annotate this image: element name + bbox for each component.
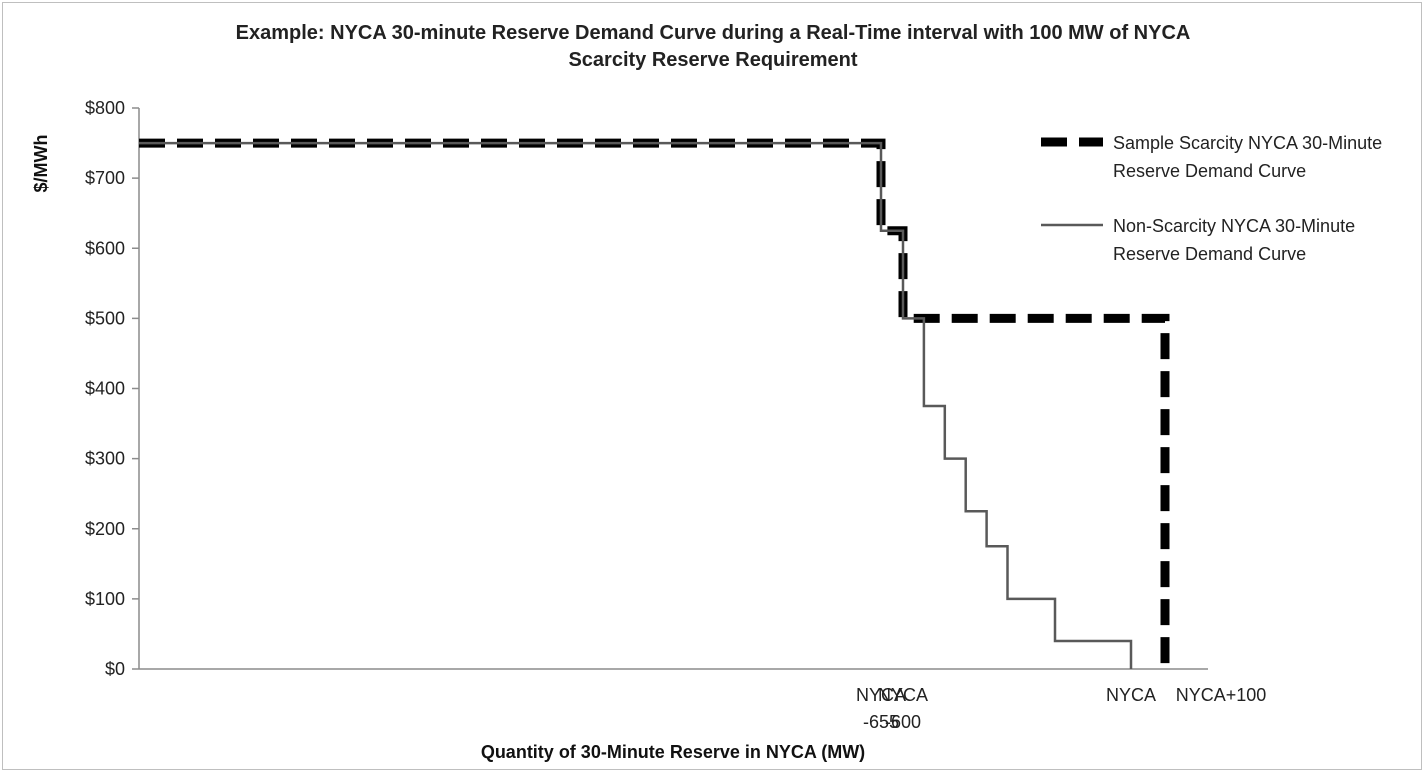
x-tick-label-1-line-2: -600 [885, 712, 921, 732]
series-line-2 [139, 141, 1133, 669]
x-tick-label-1-line-1: NYCA [878, 685, 928, 705]
legend-label-1-line-1: Sample Scarcity NYCA 30-Minute [1113, 133, 1382, 153]
reserve-demand-curve-chart: Example: NYCA 30-minute Reserve Demand C… [31, 22, 1382, 762]
legend-label-2-line-1: Non-Scarcity NYCA 30-Minute [1113, 216, 1355, 236]
chart-title-line-1: Example: NYCA 30-minute Reserve Demand C… [236, 22, 1191, 44]
y-tick-label-7: $700 [85, 168, 125, 188]
series-line-1 [139, 138, 1170, 669]
y-tick-label-2: $200 [85, 519, 125, 539]
x-tick-label-0-line-2: -655 [863, 712, 899, 732]
y-tick-label-8: $800 [85, 98, 125, 118]
y-tick-label-6: $600 [85, 238, 125, 258]
y-tick-label-5: $500 [85, 308, 125, 328]
x-axis-title: Quantity of 30-Minute Reserve in NYCA (M… [481, 742, 865, 762]
legend-label-1-line-2: Reserve Demand Curve [1113, 161, 1306, 181]
y-tick-label-3: $300 [85, 449, 125, 469]
legend-label-2-line-2: Reserve Demand Curve [1113, 244, 1306, 264]
y-axis-title: $/MWh [31, 135, 51, 193]
x-tick-label-3-line-1: NYCA+100 [1176, 685, 1267, 705]
chart-title-line-2: Scarcity Reserve Requirement [568, 49, 857, 71]
y-tick-label-4: $400 [85, 379, 125, 399]
x-tick-label-0-line-1: NYCA [856, 685, 906, 705]
y-tick-label-0: $0 [105, 659, 125, 679]
x-tick-label-2-line-1: NYCA [1106, 685, 1156, 705]
y-tick-label-1: $100 [85, 589, 125, 609]
